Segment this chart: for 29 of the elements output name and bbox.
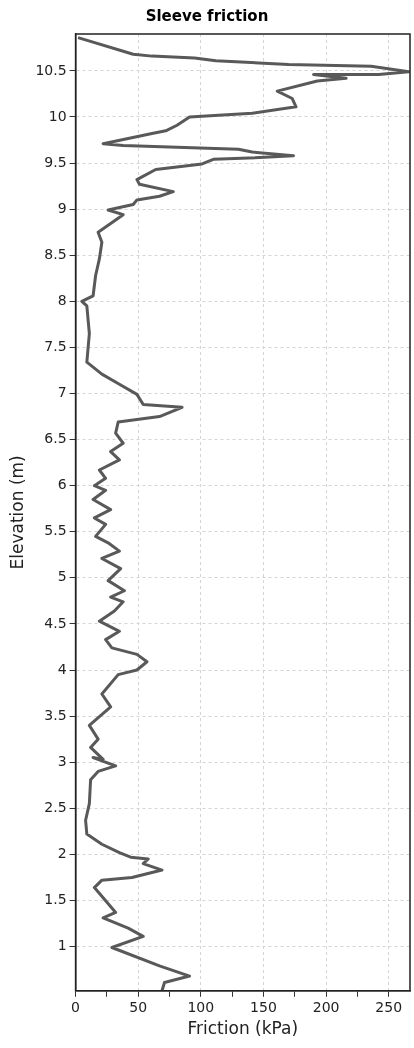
x-tick-label: 200 (312, 998, 340, 1015)
y-tick-label: 6 (57, 476, 67, 493)
y-tick-label: 9 (57, 199, 67, 216)
y-tick-label: 5.5 (44, 522, 67, 539)
y-tick-label: 2.5 (44, 798, 67, 815)
y-tick-label: 7.5 (44, 338, 67, 355)
y-tick-label: 8.5 (44, 245, 67, 262)
y-tick-label: 10 (48, 107, 67, 124)
y-tick-label: 10.5 (35, 61, 67, 78)
y-tick-label: 3.5 (44, 706, 67, 723)
chart-title: Sleeve friction (145, 6, 269, 25)
y-tick-label: 8 (57, 291, 67, 308)
x-tick-label: 50 (129, 998, 148, 1015)
y-tick-label: 6.5 (44, 430, 67, 447)
x-tick-label: 150 (250, 998, 277, 1015)
y-tick-label: 4 (57, 660, 67, 677)
y-tick-label: 4.5 (44, 614, 67, 631)
y-tick-label: 7 (57, 384, 67, 401)
x-tick-label: 100 (187, 998, 215, 1015)
x-axis-title: Friction (kPa) (187, 1018, 299, 1039)
x-tick-label: 250 (375, 998, 403, 1015)
y-tick-label: 3 (57, 752, 67, 769)
y-axis-title: Elevation (m) (6, 455, 27, 570)
y-tick-label: 1 (57, 937, 67, 954)
y-tick-label: 5 (57, 568, 67, 585)
y-tick-label: 9.5 (44, 153, 67, 170)
y-tick-label: 1.5 (44, 891, 67, 908)
x-tick-label: 0 (71, 998, 81, 1015)
y-tick-label: 2 (57, 845, 67, 862)
